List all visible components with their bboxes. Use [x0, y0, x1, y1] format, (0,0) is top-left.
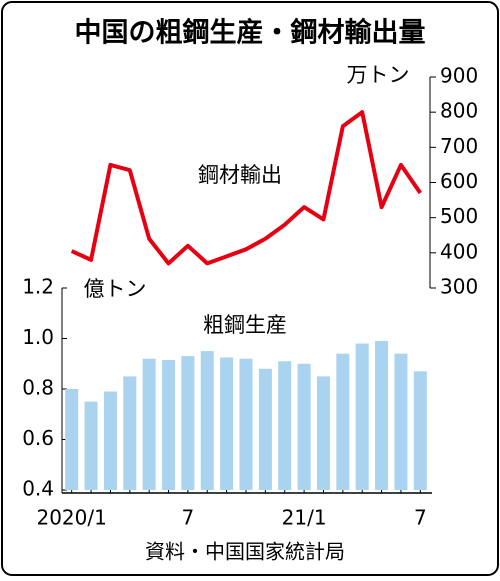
- bar: [65, 389, 79, 490]
- bar: [336, 353, 350, 490]
- bar: [162, 359, 176, 490]
- bar: [297, 363, 311, 490]
- bar: [220, 357, 234, 490]
- x-tick-label: 7: [182, 506, 195, 530]
- x-tick-label: 7: [414, 506, 427, 530]
- bar: [394, 353, 408, 490]
- y-tick-label: 1.2: [22, 275, 54, 299]
- bar: [316, 376, 330, 490]
- line-annotation: 鋼材輸出: [198, 163, 282, 187]
- bar: [123, 376, 137, 490]
- y-tick-label: 0.6: [22, 426, 54, 450]
- bar: [239, 358, 253, 490]
- bar: [355, 343, 369, 490]
- bar: [181, 356, 195, 490]
- source: 資料・中国国家統計局: [145, 540, 345, 564]
- y-unit: 億トン: [84, 277, 147, 301]
- y2-tick-label: 400: [440, 239, 478, 263]
- y2-unit: 万トン: [347, 63, 410, 87]
- line: [70, 110, 422, 266]
- y2-tick-label: 700: [440, 134, 478, 158]
- y2-tick-label: 900: [440, 64, 478, 88]
- y2-tick-label: 800: [440, 99, 478, 123]
- bar: [258, 368, 272, 490]
- bar: [375, 341, 389, 490]
- bar: [278, 361, 292, 490]
- y-tick-label: 0.4: [22, 477, 54, 501]
- x-tick-label: 2020/1: [36, 506, 106, 530]
- bar: [142, 358, 156, 490]
- bar: [200, 351, 214, 490]
- y2-tick-label: 500: [440, 204, 478, 228]
- y-tick-label: 1.0: [22, 325, 54, 349]
- y2-tick-label: 300: [440, 275, 478, 299]
- bar: [84, 401, 98, 490]
- bar-annotation: 粗鋼生産: [203, 313, 287, 337]
- y2-tick-label: 600: [440, 169, 478, 193]
- y-tick-label: 0.8: [22, 376, 54, 400]
- bar: [413, 371, 427, 490]
- bar: [103, 391, 117, 490]
- chart-title: 中国の粗鋼生産・鋼材輸出量: [75, 17, 426, 49]
- x-tick-label: 21/1: [282, 506, 327, 530]
